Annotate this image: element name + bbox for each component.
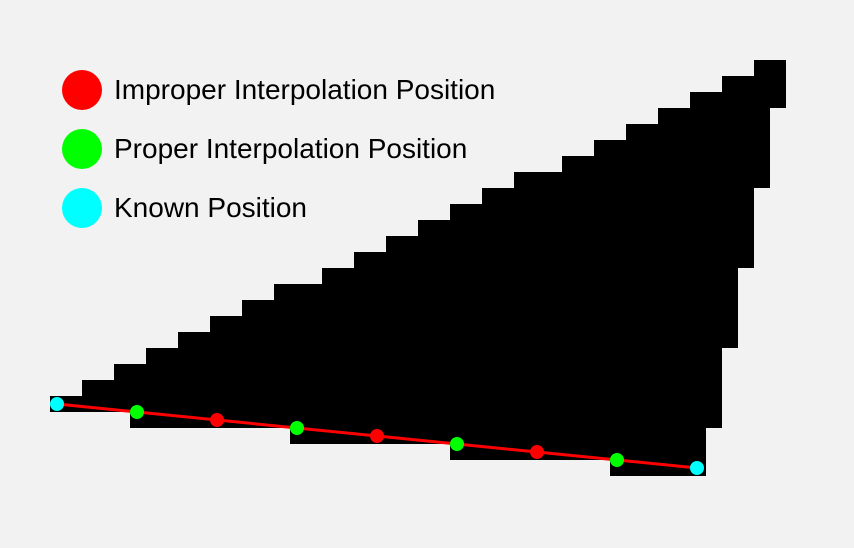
known-position-point xyxy=(690,461,704,475)
proper-position-point xyxy=(610,453,624,467)
legend-item-known: Known Position xyxy=(62,188,495,228)
legend-item-improper: Improper Interpolation Position xyxy=(62,70,495,110)
legend-label-proper: Proper Interpolation Position xyxy=(114,133,468,164)
cyan-circle-icon xyxy=(62,188,102,228)
improper-position-point xyxy=(530,445,544,459)
proper-position-point xyxy=(130,405,144,419)
legend-item-proper: Proper Interpolation Position xyxy=(62,129,495,169)
legend: Improper Interpolation Position Proper I… xyxy=(62,70,495,247)
improper-position-point xyxy=(210,413,224,427)
known-position-point xyxy=(50,397,64,411)
interpolation-points xyxy=(50,397,704,475)
legend-label-known: Known Position xyxy=(114,192,308,223)
red-circle-icon xyxy=(62,70,102,110)
legend-label-improper: Improper Interpolation Position xyxy=(114,74,496,105)
improper-position-point xyxy=(370,429,384,443)
green-circle-icon xyxy=(62,129,102,169)
pixelated-triangle-shape xyxy=(50,60,786,476)
proper-position-point xyxy=(290,421,304,435)
proper-position-point xyxy=(450,437,464,451)
